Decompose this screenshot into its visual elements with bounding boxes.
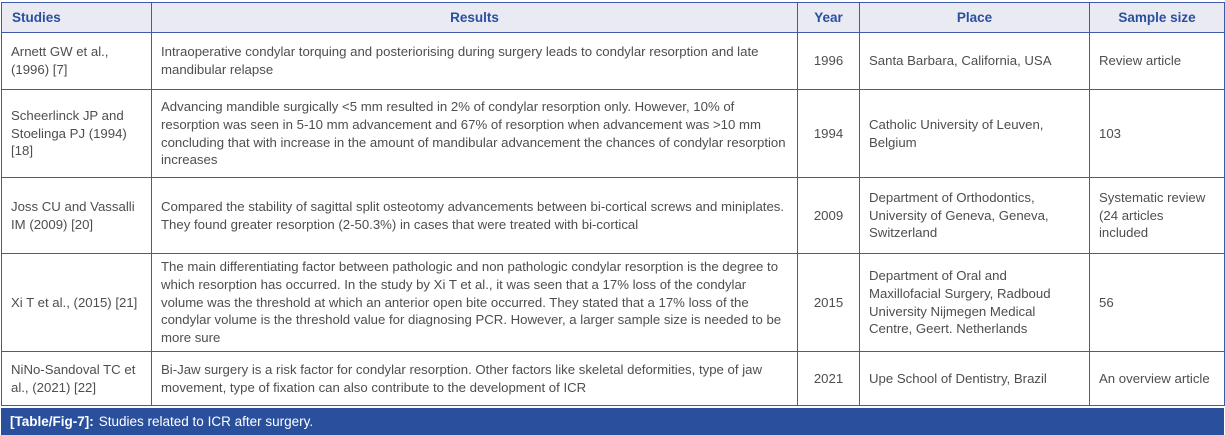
sample-size-cell: 103 bbox=[1089, 89, 1225, 178]
table-row: Scheerlinck JP and Stoelinga PJ (1994) [… bbox=[1, 89, 1225, 178]
studies-table: Studies Results Year Place Sample size A… bbox=[1, 2, 1225, 407]
sample-size-cell: 56 bbox=[1089, 252, 1225, 353]
study-cell: Scheerlinck JP and Stoelinga PJ (1994) [… bbox=[1, 89, 152, 178]
table-caption: [Table/Fig-7]: Studies related to ICR af… bbox=[1, 408, 1224, 435]
sample-size-cell: Review article bbox=[1089, 32, 1225, 90]
column-header-studies: Studies bbox=[1, 2, 152, 33]
place-cell: Santa Barbara, California, USA bbox=[859, 32, 1090, 90]
study-cell: NiNo-Sandoval TC et al., (2021) [22] bbox=[1, 351, 152, 407]
study-cell: Joss CU and Vassalli IM (2009) [20] bbox=[1, 177, 152, 254]
table-row: Arnett GW et al., (1996) [7] Intraoperat… bbox=[1, 32, 1225, 90]
year-cell: 2009 bbox=[797, 177, 860, 254]
sample-size-cell: An overview article bbox=[1089, 351, 1225, 407]
results-cell: Compared the stability of sagittal split… bbox=[151, 177, 798, 254]
place-cell: Upe School of Dentistry, Brazil bbox=[859, 351, 1090, 407]
study-cell: Arnett GW et al., (1996) [7] bbox=[1, 32, 152, 90]
place-cell: Catholic University of Leuven, Belgium bbox=[859, 89, 1090, 178]
place-cell: Department of Oral and Maxillofacial Sur… bbox=[859, 252, 1090, 353]
results-cell: Bi-Jaw surgery is a risk factor for cond… bbox=[151, 351, 798, 407]
sample-size-cell: Systematic review (24 articles included bbox=[1089, 177, 1225, 254]
place-cell: Department of Orthodontics, University o… bbox=[859, 177, 1090, 254]
table-row: Xi T et al., (2015) [21] The main differ… bbox=[1, 252, 1225, 353]
table-row: NiNo-Sandoval TC et al., (2021) [22] Bi-… bbox=[1, 351, 1225, 407]
year-cell: 1996 bbox=[797, 32, 860, 90]
year-cell: 1994 bbox=[797, 89, 860, 178]
column-header-place: Place bbox=[859, 2, 1090, 33]
table-header-row: Studies Results Year Place Sample size bbox=[1, 2, 1225, 33]
results-cell: Intraoperative condylar torquing and pos… bbox=[151, 32, 798, 90]
results-cell: Advancing mandible surgically <5 mm resu… bbox=[151, 89, 798, 178]
caption-text: Studies related to ICR after surgery. bbox=[98, 414, 314, 430]
column-header-year: Year bbox=[797, 2, 860, 33]
column-header-sample-size: Sample size bbox=[1089, 2, 1225, 33]
column-header-results: Results bbox=[151, 2, 798, 33]
caption-figure-label: [Table/Fig-7]: bbox=[10, 414, 94, 430]
year-cell: 2021 bbox=[797, 351, 860, 407]
year-cell: 2015 bbox=[797, 252, 860, 353]
results-cell: The main differentiating factor between … bbox=[151, 252, 798, 353]
study-cell: Xi T et al., (2015) [21] bbox=[1, 252, 152, 353]
table-row: Joss CU and Vassalli IM (2009) [20] Comp… bbox=[1, 177, 1225, 254]
